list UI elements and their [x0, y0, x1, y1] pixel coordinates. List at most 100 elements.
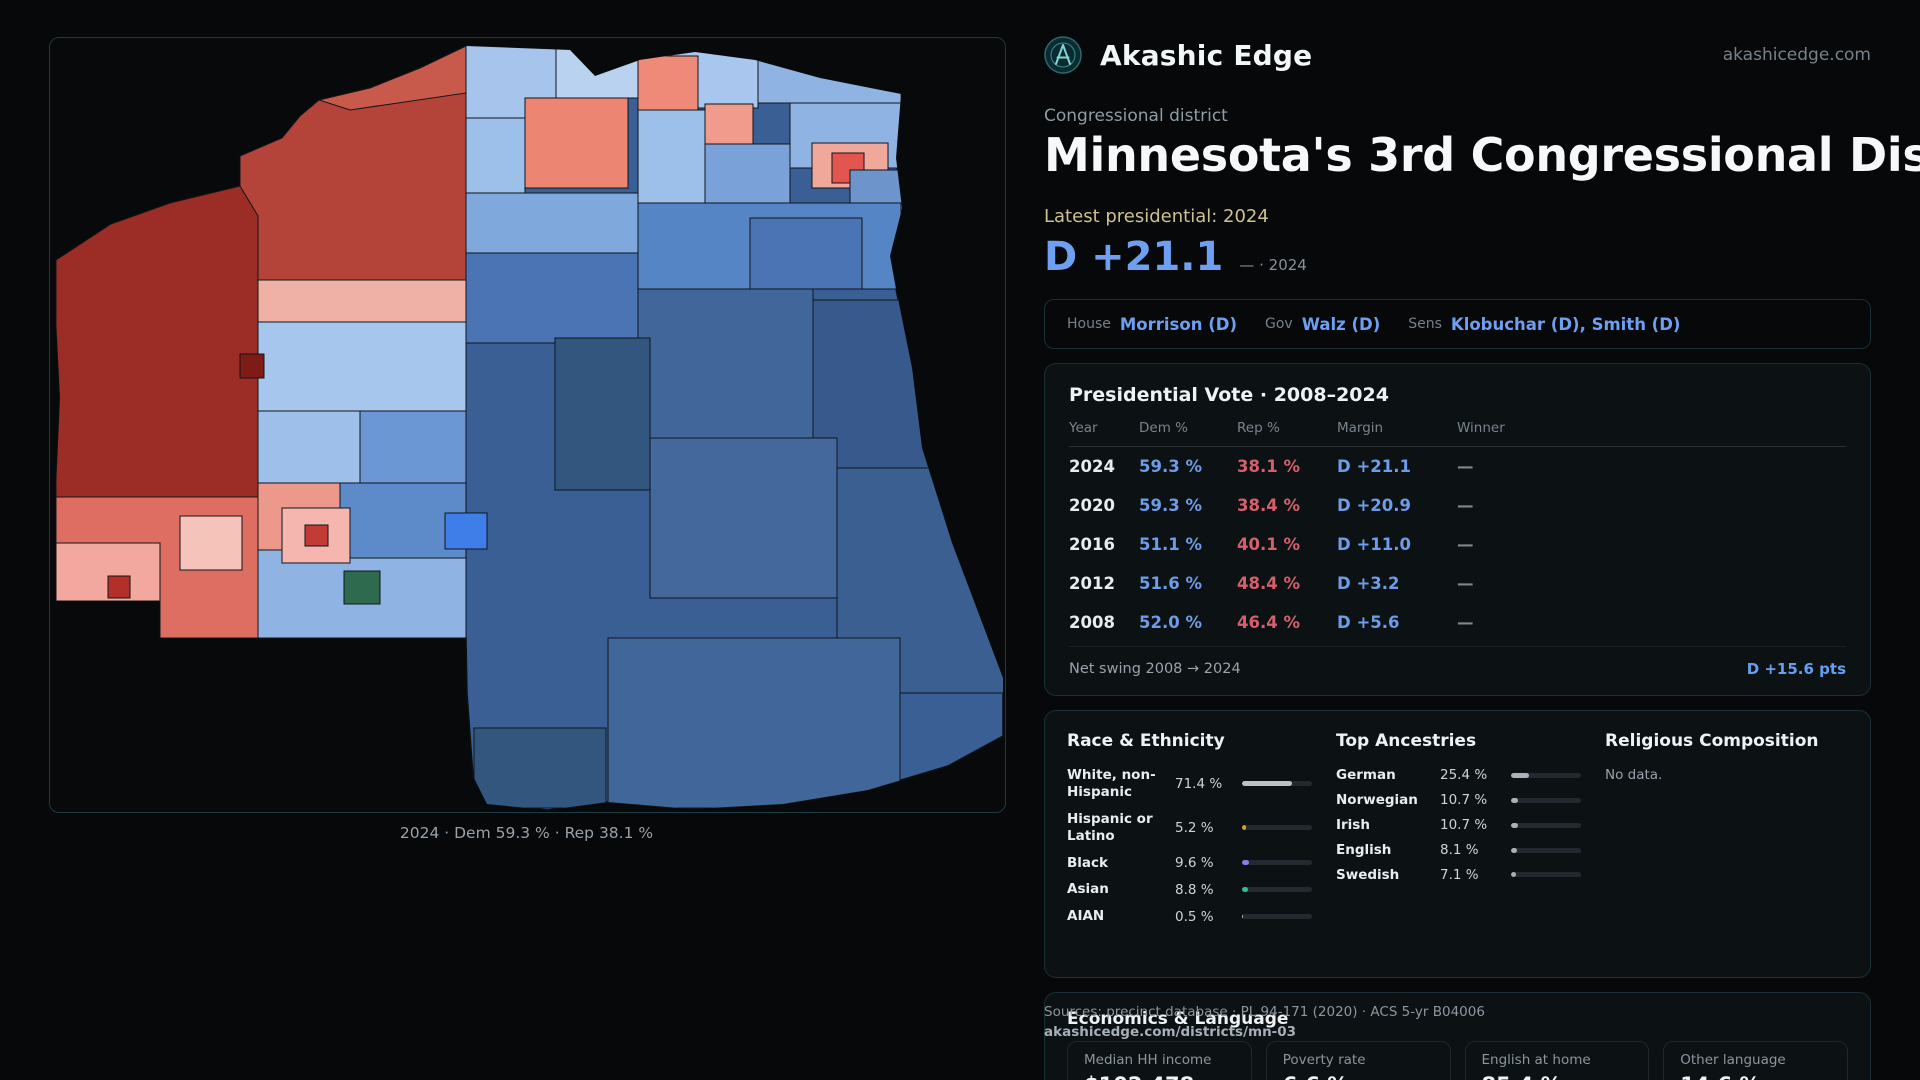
sens-label: Sens: [1408, 316, 1442, 332]
district-title: Minnesota's 3rd Congressional District: [1044, 128, 1920, 182]
pv-year: 2016: [1069, 535, 1115, 554]
presidential-row: 2012 51.6 % 48.4 % D +3.2 —: [1069, 564, 1846, 603]
metric-value: 85.4 %: [1482, 1073, 1633, 1080]
ancestry-bar-fill: [1511, 772, 1529, 778]
race-row: Asian 8.8 %: [1067, 881, 1312, 898]
ancestry-row: Swedish 7.1 %: [1336, 867, 1581, 884]
governor-link[interactable]: Walz (D): [1301, 314, 1381, 334]
presidential-table-body: 2024 59.3 % 38.1 % D +21.1 — 2020 59.3 % 38.4 %…: [1069, 447, 1846, 643]
pv-dem: 59.3 %: [1139, 496, 1202, 515]
pv-rep: 46.4 %: [1237, 613, 1300, 632]
race-value: 0.5 %: [1175, 908, 1214, 925]
pv-dem: 51.1 %: [1139, 535, 1202, 554]
race-label: Asian: [1067, 881, 1109, 898]
metric-value: 6.6 %: [1283, 1073, 1434, 1080]
race-bar: [1242, 887, 1312, 893]
ancestry-rows: German 25.4 % Norwegian 10.7 % Irish 10.7 % En…: [1336, 767, 1581, 883]
site-domain-link[interactable]: akashicedge.com: [1722, 45, 1871, 65]
religious-composition-title: Religious Composition: [1605, 731, 1819, 751]
pv-margin: D +11.0: [1337, 535, 1411, 554]
margin-value: D +21.1: [1044, 234, 1224, 280]
pv-winner: —: [1457, 613, 1474, 632]
senators-link[interactable]: Klobuchar (D), Smith (D): [1450, 314, 1681, 334]
ancestry-row: Irish 10.7 %: [1336, 817, 1581, 834]
race-ethnicity-section: Race & Ethnicity White, non-Hispanic 71.4…: [1067, 731, 1312, 957]
ancestry-value: 7.1 %: [1440, 866, 1479, 883]
ancestry-row: Norwegian 10.7 %: [1336, 792, 1581, 809]
pv-dem: 52.0 %: [1139, 613, 1202, 632]
gov-label: Gov: [1265, 316, 1293, 332]
house-rep-link[interactable]: Morrison (D): [1119, 314, 1237, 334]
net-swing-value: D +15.6 pts: [1746, 660, 1846, 678]
pv-rep: 38.1 %: [1237, 457, 1300, 476]
pv-winner: —: [1457, 574, 1474, 593]
ancestry-label: Swedish: [1336, 866, 1400, 883]
race-value: 8.8 %: [1175, 881, 1214, 898]
district-permalink[interactable]: akashicedge.com/districts/mn-03: [1044, 1024, 1297, 1040]
presidential-vote-table: Year Dem % Rep % Margin Winner 2024 59.3 …: [1069, 420, 1846, 642]
economics-language-title: Economics & Language: [1067, 1009, 1289, 1029]
margin-row: D +21.1 — · 2024: [1044, 234, 1307, 280]
race-value: 5.2 %: [1175, 819, 1214, 836]
sources-line: Sources: precinct database · PL 94-171 (…: [1044, 1004, 1485, 1020]
race-bar-fill: [1242, 860, 1249, 866]
economics-metric: Poverty rate 6.6 %: [1265, 1041, 1451, 1080]
race-label: AIAN: [1067, 908, 1105, 925]
pv-rep: 48.4 %: [1237, 574, 1300, 593]
metric-label: Poverty rate: [1282, 1052, 1366, 1068]
race-value: 71.4 %: [1175, 775, 1223, 792]
economics-metric: Other language 14.6 %: [1663, 1041, 1848, 1080]
latest-presidential-label: Latest presidential: 2024: [1044, 206, 1269, 227]
col-margin: Margin: [1337, 420, 1457, 447]
ancestry-bar: [1511, 872, 1581, 878]
race-rows: White, non-Hispanic 71.4 % Hispanic or Lat…: [1067, 767, 1312, 925]
brand-name: Akashic Edge: [1100, 38, 1313, 72]
ancestry-value: 10.7 %: [1440, 792, 1488, 809]
ancestry-value: 25.4 %: [1440, 767, 1488, 784]
ancestry-bar-fill: [1511, 797, 1519, 803]
ancestry-bar-fill: [1511, 872, 1516, 878]
col-year: Year: [1069, 420, 1139, 447]
race-bar-fill: [1242, 887, 1249, 893]
race-label: White, non-Hispanic: [1067, 767, 1156, 800]
pv-margin: D +5.6: [1337, 613, 1400, 632]
economics-metric: Median HH income $102,478: [1067, 1041, 1252, 1080]
ancestry-bar: [1511, 822, 1581, 828]
pv-margin: D +3.2: [1337, 574, 1400, 593]
metric-label: English at home: [1481, 1052, 1591, 1068]
metric-value: $102,478: [1084, 1073, 1235, 1080]
race-bar: [1242, 781, 1312, 787]
race-label: Black: [1067, 854, 1109, 871]
pv-winner: —: [1457, 496, 1474, 515]
pv-year: 2008: [1069, 613, 1115, 632]
presidential-vote-title: Presidential Vote · 2008–2024: [1069, 384, 1389, 406]
ancestry-bar: [1511, 772, 1581, 778]
net-swing-label: Net swing 2008 → 2024: [1069, 661, 1241, 677]
map-caption: 2024 · Dem 59.3 % · Rep 38.1 %: [399, 824, 654, 842]
pv-dem: 59.3 %: [1139, 457, 1202, 476]
ancestry-row: English 8.1 %: [1336, 842, 1581, 859]
pv-year: 2020: [1069, 496, 1115, 515]
pv-margin: D +21.1: [1337, 457, 1411, 476]
col-rep: Rep %: [1237, 420, 1337, 447]
col-winner: Winner: [1457, 420, 1846, 447]
race-ethnicity-title: Race & Ethnicity: [1067, 731, 1225, 751]
ancestry-label: Irish: [1336, 816, 1370, 833]
district-precinct-map[interactable]: [50, 38, 1005, 812]
race-value: 9.6 %: [1175, 854, 1214, 871]
metric-label: Other language: [1680, 1052, 1786, 1068]
race-bar: [1242, 860, 1312, 866]
religious-composition-section: Religious Composition No data.: [1605, 731, 1848, 957]
district-kicker: Congressional district: [1044, 106, 1228, 126]
presidential-vote-card: Presidential Vote · 2008–2024 Year Dem %…: [1044, 363, 1871, 696]
metric-label: Median HH income: [1084, 1052, 1212, 1068]
metric-value: 14.6 %: [1680, 1073, 1831, 1080]
pv-year: 2024: [1069, 457, 1115, 476]
race-bar-fill: [1242, 914, 1244, 920]
economics-metrics: Median HH income $102,478 Poverty rate 6.6 …: [1067, 1041, 1848, 1080]
ancestry-row: German 25.4 %: [1336, 767, 1581, 784]
ancestry-bar: [1511, 847, 1581, 853]
akashic-edge-logo-icon: [1044, 36, 1082, 74]
ancestry-label: German: [1336, 767, 1396, 783]
race-bar-fill: [1242, 825, 1246, 831]
